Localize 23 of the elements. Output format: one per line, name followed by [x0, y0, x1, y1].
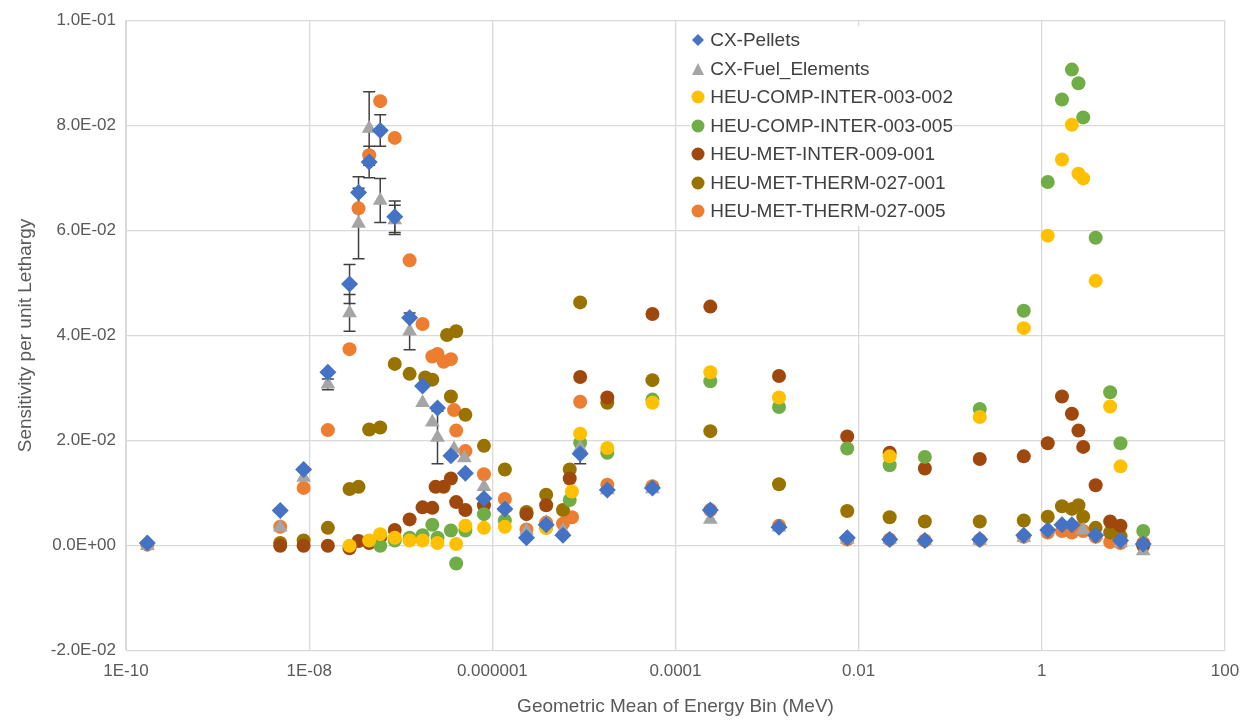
y-axis-title: Sensitivity per unit Lethargy [13, 218, 35, 453]
x-axis-title: Geometric Mean of Energy Bin (MeV) [517, 694, 834, 716]
legend-label: HEU-MET-THERM-027-005 [710, 199, 946, 224]
legend-label: HEU-COMP-INTER-003-005 [710, 113, 953, 138]
legend-label: HEU-MET-INTER-009-001 [710, 142, 936, 167]
y-tick-label: 6.0E-02 [56, 220, 116, 240]
y-tick-label: 8.0E-02 [56, 114, 116, 134]
x-tick-label: 0.0001 [649, 660, 702, 680]
x-tick-label: 1E-08 [286, 660, 332, 680]
x-tick-label: 100 [1210, 660, 1240, 680]
x-tick-label: 0.01 [842, 660, 876, 680]
y-tick-label: 2.0E-02 [56, 430, 116, 450]
y-tick-label: -2.0E-02 [50, 640, 116, 660]
x-tick-label: 1E-10 [103, 660, 149, 680]
legend-label: CX-Fuel_Elements [710, 56, 870, 82]
legend-label: CX-Pellets [710, 28, 800, 53]
x-tick-label: 1 [1037, 660, 1047, 680]
y-tick-label: 4.0E-02 [56, 325, 116, 345]
legend-label: HEU-MET-THERM-027-001 [710, 170, 946, 195]
y-tick-label: 1.0E-01 [56, 9, 116, 29]
y-tick-label: 0.0E+00 [52, 535, 116, 555]
x-tick-label: 0.000001 [456, 660, 528, 680]
legend-label: HEU-COMP-INTER-003-002 [710, 85, 953, 110]
